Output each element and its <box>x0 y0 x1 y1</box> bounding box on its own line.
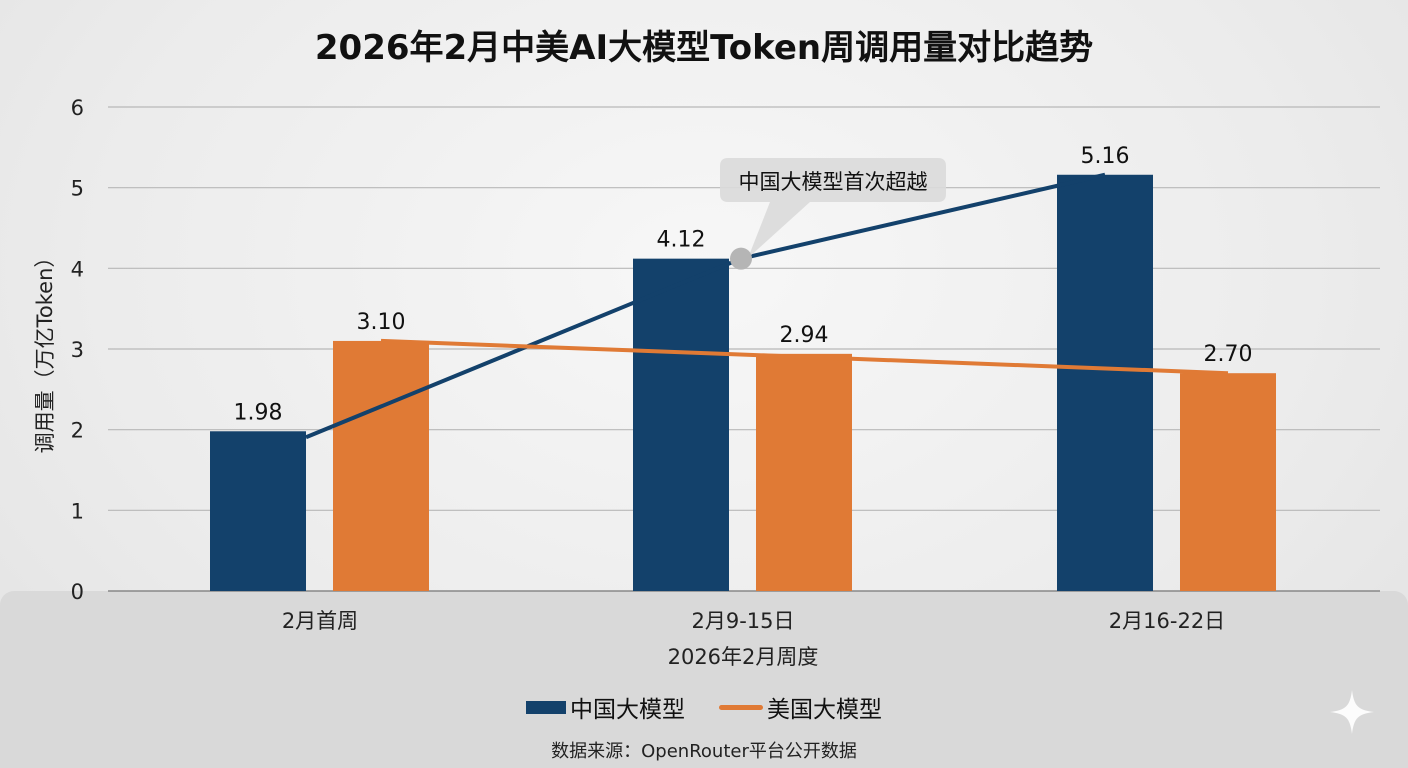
annotation-callout <box>720 158 946 258</box>
legend-label: 中国大模型 <box>570 697 685 723</box>
data-label: 2.70 <box>1204 342 1253 367</box>
y-tick-label: 1 <box>71 499 84 523</box>
annotation-text: 中国大模型首次超越 <box>739 170 928 194</box>
data-label: 2.94 <box>780 323 829 348</box>
line-us <box>380 338 1229 376</box>
x-tick-label: 2月9-15日 <box>691 609 794 633</box>
axis-band <box>0 591 1408 768</box>
legend-item-china[interactable]: 中国大模型 <box>526 690 685 724</box>
x-axis-label: 2026年2月周度 <box>668 645 819 669</box>
x-tick-label: 2月首周 <box>282 609 358 633</box>
annotation-marker <box>730 247 752 270</box>
bar-us <box>333 340 429 591</box>
y-tick-label: 3 <box>71 338 84 362</box>
bar-china <box>633 258 729 591</box>
y-tick-label: 6 <box>71 96 84 120</box>
bar-us <box>756 353 852 591</box>
bar-china <box>1057 174 1153 591</box>
legend: 中国大模型 美国大模型 <box>0 690 1408 724</box>
source-note: 数据来源：OpenRouter平台公开数据 <box>551 741 857 762</box>
y-axis-label: 调用量（万亿Token） <box>33 247 57 454</box>
sparkle-icon <box>1330 690 1374 734</box>
legend-item-us[interactable]: 美国大模型 <box>719 690 882 724</box>
y-tick-label: 2 <box>71 419 84 443</box>
bar-us <box>1180 373 1276 591</box>
data-label: 5.16 <box>1081 144 1130 169</box>
data-label: 1.98 <box>234 400 283 425</box>
chart-title: 2026年2月中美AI大模型Token周调用量对比趋势 <box>314 28 1094 68</box>
legend-swatch-us <box>719 704 763 710</box>
data-label: 4.12 <box>657 228 706 253</box>
y-tick-label: 0 <box>71 580 84 604</box>
y-tick-label: 5 <box>71 177 84 201</box>
legend-label: 美国大模型 <box>767 697 882 723</box>
bar-china <box>210 431 306 591</box>
legend-swatch-china <box>526 700 566 714</box>
data-label: 3.10 <box>357 310 406 335</box>
y-tick-label: 4 <box>71 257 84 281</box>
x-tick-label: 2月16-22日 <box>1109 609 1225 633</box>
